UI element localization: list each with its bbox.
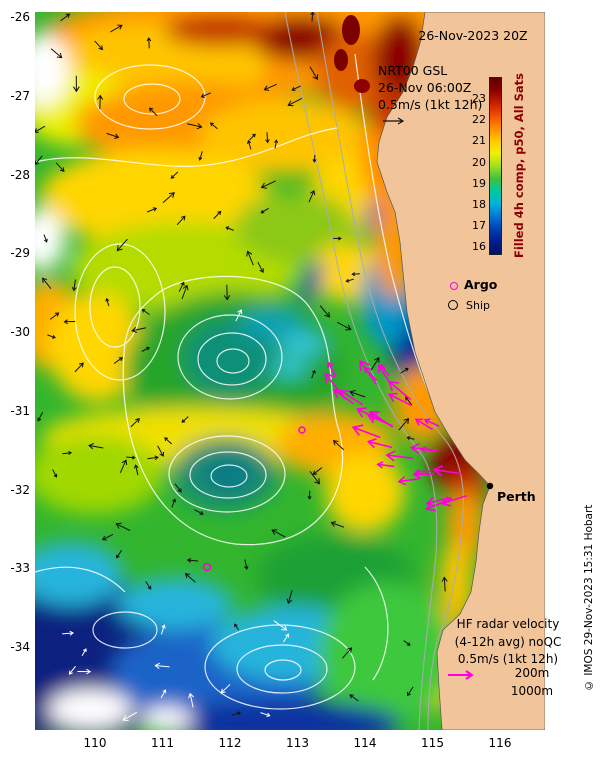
x-tick-label: 112 xyxy=(218,736,242,750)
ship-legend-label: Ship xyxy=(466,299,490,312)
current-vector-arrows xyxy=(33,11,448,721)
y-tick-label: -34 xyxy=(10,640,30,654)
x-tick-label: 115 xyxy=(421,736,444,750)
argo-legend-label: Argo xyxy=(464,277,498,292)
current-vector-scale-label: 0.5m/s (1kt 12h) xyxy=(378,97,483,112)
perth-city-label: Perth xyxy=(497,489,536,504)
hf-radar-vector-arrows xyxy=(324,359,468,512)
sst-map-image xyxy=(0,0,546,748)
y-tick-label: -30 xyxy=(10,325,30,339)
sea-level-contours xyxy=(34,53,432,710)
hot-island-patches xyxy=(334,15,370,93)
x-tick-label: 111 xyxy=(151,736,174,750)
isobath-1000m-label: 1000m xyxy=(510,684,554,698)
x-tick-label: 110 xyxy=(83,736,107,750)
ship-legend-icon xyxy=(448,300,458,310)
argo-legend-icon xyxy=(450,282,458,290)
x-tick-label: 113 xyxy=(286,736,309,750)
datetime-label: 26-Nov-2023 20Z xyxy=(418,28,528,43)
current-scale-arrow-icon xyxy=(383,117,405,125)
hf-radar-scale-label: 0.5m/s (1kt 12h) xyxy=(457,652,559,666)
x-tick-label: 116 xyxy=(488,736,512,750)
colorbar-title: Filled 4h comp, p50, All Sats xyxy=(512,73,526,259)
product-name-label: NRT00 GSL xyxy=(378,63,448,78)
colorbar xyxy=(489,77,502,255)
perth-city-marker xyxy=(486,482,494,490)
y-tick-label: -31 xyxy=(10,403,30,418)
hf-radar-title-label: HF radar velocity xyxy=(456,617,560,631)
isobath-lines xyxy=(284,11,464,731)
y-tick-label: -26 xyxy=(10,10,30,24)
land-mask xyxy=(376,11,546,731)
hf-radar-info-box: HF radar velocity (4-12h avg) noQC 0.5m/… xyxy=(440,616,576,669)
y-tick-label: -28 xyxy=(10,167,30,182)
product-time-label: 26-Nov 06:00Z xyxy=(378,80,472,95)
hf-scale-arrow-icon xyxy=(448,670,474,680)
argo-float-marker xyxy=(202,562,212,572)
y-tick-label: -29 xyxy=(10,246,30,261)
y-tick-label: -33 xyxy=(10,561,30,576)
x-tick-label: 114 xyxy=(353,736,377,750)
map-plot-area xyxy=(0,0,546,748)
copyright-label: © IMOS 29-Nov-2023 15:31 Hobart xyxy=(583,504,595,691)
y-tick-label: -27 xyxy=(10,88,30,103)
hf-radar-avg-label: (4-12h avg) noQC xyxy=(454,634,562,649)
isobath-200m-label: 200m xyxy=(514,666,550,680)
product-info-box: NRT00 GSL 26-Nov 06:00Z 0.5m/s (1kt 12h) xyxy=(378,62,482,113)
y-tick-label: -32 xyxy=(10,482,30,497)
argo-float-marker xyxy=(298,426,306,434)
